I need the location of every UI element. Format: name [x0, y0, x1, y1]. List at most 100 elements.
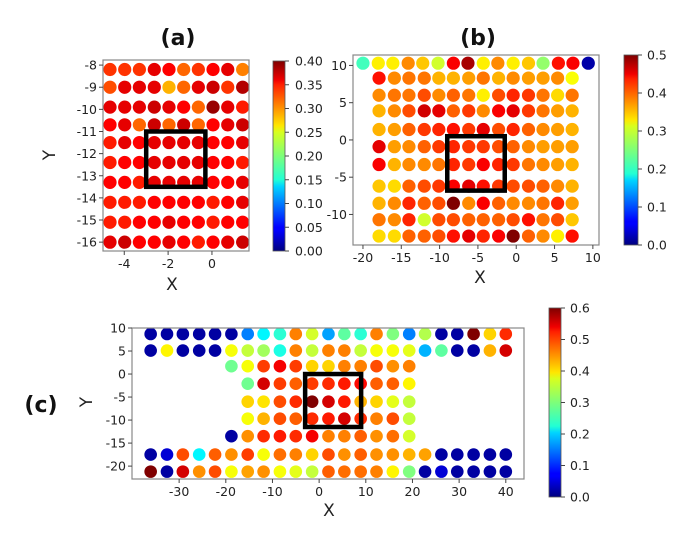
data-point — [565, 71, 579, 85]
data-point — [386, 344, 400, 357]
data-point — [372, 122, 386, 137]
data-point — [305, 377, 319, 391]
data-point — [162, 118, 176, 132]
data-point — [506, 88, 520, 102]
data-point — [372, 213, 386, 227]
y-tick-label: -16 — [77, 235, 97, 250]
data-point — [551, 157, 565, 172]
data-point — [221, 215, 235, 229]
panel-c: -30 -20 -10 0 10 20 30 40 10 5 0 -5 -10 -15 -20 X Y (c) 0.… — [24, 301, 590, 522]
data-point — [338, 448, 351, 461]
data-point — [225, 344, 238, 357]
data-point — [551, 104, 565, 118]
x-tick-label: -10 — [262, 484, 282, 499]
colorbar-tick-label: 0.40 — [295, 54, 323, 69]
data-point — [492, 213, 506, 227]
x-tick-label: 10 — [358, 484, 374, 499]
data-point — [206, 62, 220, 77]
colorbar-tick-label: 0.0 — [647, 238, 667, 253]
data-point — [289, 359, 303, 373]
data-point — [354, 448, 367, 461]
data-point — [402, 448, 416, 461]
data-point — [103, 62, 117, 77]
data-point — [521, 88, 536, 102]
data-point — [176, 448, 190, 461]
data-point — [273, 377, 287, 391]
data-point — [206, 118, 220, 132]
data-point — [257, 429, 270, 443]
data-point — [322, 377, 335, 391]
data-point — [521, 71, 536, 85]
data-point — [289, 344, 303, 357]
x-axis-label: X — [166, 275, 178, 295]
y-tick-label: -8 — [85, 58, 98, 73]
data-point — [354, 465, 367, 478]
data-point — [417, 104, 431, 118]
data-point — [446, 56, 460, 70]
data-point — [387, 229, 401, 243]
x-tick-label: -4 — [118, 256, 131, 271]
data-point — [322, 327, 335, 341]
data-point — [476, 157, 490, 172]
data-point — [236, 155, 250, 170]
data-point — [372, 229, 386, 243]
data-point — [118, 135, 132, 150]
panel-a: -4 -2 0 -8 -9 -10 -11 -12 -13 -14 -15 -16 X Y (a) 0.00 0… — [40, 26, 323, 295]
colorbar-tick-label: 0.0 — [570, 490, 590, 505]
panel-title: (c) — [24, 393, 57, 418]
data-point — [322, 359, 335, 373]
data-point — [225, 429, 238, 443]
data-point — [103, 155, 117, 170]
data-point — [241, 377, 255, 391]
data-point — [370, 448, 383, 461]
data-point — [476, 56, 490, 70]
data-point — [322, 412, 335, 425]
y-axis-label: Y — [77, 396, 97, 408]
panel-title: (b) — [460, 26, 496, 51]
x-tick-label: -15 — [391, 250, 411, 265]
data-point — [208, 465, 222, 478]
data-point — [551, 71, 565, 85]
data-point — [521, 213, 536, 227]
data-point — [370, 344, 383, 357]
data-point — [147, 80, 161, 94]
data-point — [521, 179, 536, 193]
data-point — [461, 56, 475, 70]
data-point — [191, 135, 205, 150]
data-point — [450, 327, 464, 341]
data-point — [289, 465, 303, 478]
data-point — [305, 429, 319, 443]
y-tick-label: 0 — [118, 367, 126, 382]
data-point — [160, 448, 174, 461]
data-point — [273, 327, 287, 341]
colorbar-tick-label: 0.5 — [570, 332, 590, 347]
data-point — [147, 135, 161, 150]
data-point — [476, 71, 490, 85]
data-point — [147, 100, 161, 114]
data-point — [305, 359, 319, 373]
data-point — [565, 229, 579, 243]
data-point — [162, 155, 176, 170]
y-tick-label: 10 — [331, 58, 347, 73]
data-point — [446, 213, 460, 227]
data-point — [462, 196, 476, 210]
data-point — [536, 140, 550, 154]
y-tick-label: -14 — [77, 190, 97, 205]
data-point — [192, 448, 206, 461]
highlight-box — [302, 371, 364, 430]
data-point — [177, 80, 191, 94]
data-point — [241, 465, 255, 478]
y-tick-label: -9 — [85, 80, 98, 95]
data-point — [221, 195, 235, 209]
data-point — [241, 448, 255, 461]
data-point — [206, 100, 220, 114]
data-point — [370, 377, 383, 391]
data-point — [370, 429, 383, 443]
data-point — [221, 80, 235, 94]
data-point — [521, 229, 536, 243]
data-point — [206, 175, 220, 189]
data-point — [177, 62, 191, 77]
data-point — [162, 195, 176, 209]
data-point — [132, 62, 146, 77]
data-point — [476, 229, 490, 243]
